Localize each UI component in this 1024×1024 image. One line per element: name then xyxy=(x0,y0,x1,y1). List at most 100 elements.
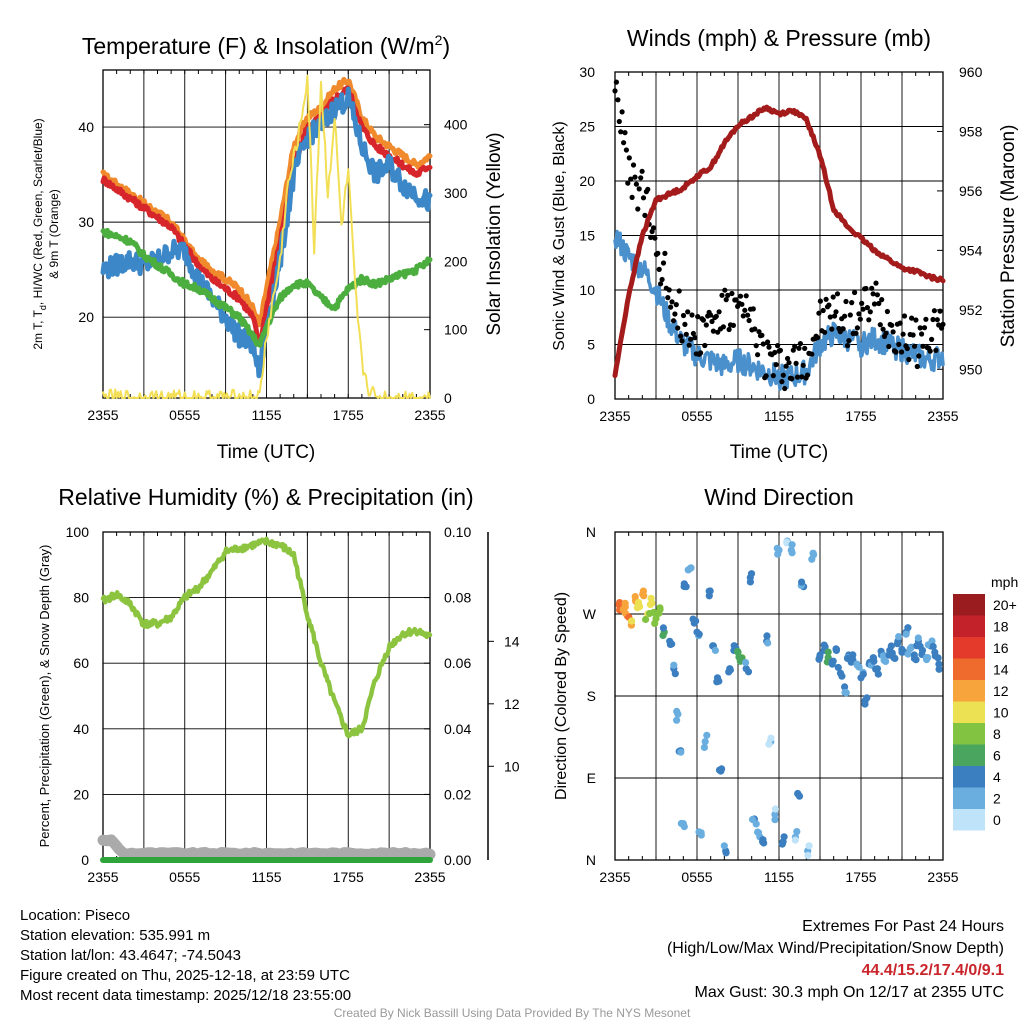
direction-point xyxy=(767,734,775,742)
credit-line: Created By Nick Bassill Using Data Provi… xyxy=(333,1006,691,1020)
gust-point xyxy=(910,332,916,338)
direction-point xyxy=(725,668,733,676)
direction-point xyxy=(639,587,648,595)
gust-point xyxy=(632,174,638,180)
gust-point xyxy=(763,373,769,379)
gust-points xyxy=(612,79,946,392)
gust-point xyxy=(934,317,940,323)
direction-point xyxy=(935,665,943,673)
series-line-relative-humidity xyxy=(100,536,433,739)
direction-point xyxy=(773,544,781,552)
gust-point xyxy=(921,325,928,331)
gust-point xyxy=(793,360,799,366)
direction-point xyxy=(774,550,782,558)
legend-label: 2 xyxy=(993,791,1001,807)
series-line-solar-insolation xyxy=(102,74,431,399)
gust-point xyxy=(636,186,642,192)
gust-point xyxy=(625,180,631,186)
gust-point xyxy=(871,301,878,307)
extremes-panel: Extremes For Past 24 Hours (High/Low/Max… xyxy=(667,916,1004,1004)
direction-point xyxy=(910,654,919,663)
y2-tick-label: 0.00 xyxy=(444,852,471,868)
gust-point xyxy=(713,313,719,319)
gust-point xyxy=(897,320,903,326)
y-axis-label: Percent, Precipitation (Green), & Snow D… xyxy=(37,545,52,848)
gust-point xyxy=(914,363,920,370)
direction-point xyxy=(646,601,655,609)
x-tick-label: 2355 xyxy=(927,408,958,424)
legend-label: 12 xyxy=(993,683,1009,699)
station-location: Location: Piseco xyxy=(20,907,131,924)
gust-point xyxy=(829,326,835,332)
gust-point xyxy=(678,333,684,339)
gust-point xyxy=(830,294,836,300)
gust-point xyxy=(832,313,838,319)
y-axis-label: 2m T, Td, HI/WC (Red, Green, Scarlet/Blu… xyxy=(31,118,48,349)
direction-point xyxy=(861,700,869,708)
direction-point xyxy=(928,637,936,645)
y-tick-label: 10 xyxy=(579,282,595,298)
gust-point xyxy=(886,343,892,350)
gust-point xyxy=(917,325,923,331)
y2-tick-label: 954 xyxy=(959,242,983,258)
y2-tick-label: 956 xyxy=(959,183,983,199)
gust-point xyxy=(720,324,727,330)
gust-point xyxy=(755,352,761,358)
direction-point xyxy=(929,642,937,651)
direction-point xyxy=(922,654,931,662)
gust-point xyxy=(675,325,681,331)
gust-point xyxy=(869,285,875,291)
gust-point xyxy=(742,307,748,313)
direction-point xyxy=(670,661,678,669)
y2-tick-label: 0.02 xyxy=(444,786,471,802)
x-tick-label: 0555 xyxy=(681,869,712,885)
legend-swatch xyxy=(953,766,985,788)
legend-label: 18 xyxy=(993,619,1009,635)
legend-label: 14 xyxy=(993,662,1009,678)
gust-point xyxy=(730,322,737,328)
direction-point xyxy=(747,570,756,578)
direction-point xyxy=(794,790,802,798)
gust-point xyxy=(723,297,729,303)
gust-point xyxy=(913,317,919,323)
gust-point xyxy=(766,344,772,350)
direction-point xyxy=(695,630,703,638)
series-line-station-pressure xyxy=(612,104,946,379)
y3-tick-label: 12 xyxy=(504,696,520,712)
direction-point xyxy=(651,619,659,628)
gust-point xyxy=(658,281,664,287)
gust-point xyxy=(940,321,946,327)
y-tick-label: 5 xyxy=(587,337,595,353)
gust-point xyxy=(642,212,648,218)
gust-point xyxy=(669,299,675,305)
direction-point xyxy=(659,631,667,640)
y2-tick-label: 950 xyxy=(959,361,983,377)
legend-swatch xyxy=(953,787,985,809)
gust-point xyxy=(773,362,779,368)
gust-point xyxy=(753,343,759,349)
gust-point xyxy=(652,235,658,241)
gust-point xyxy=(689,312,695,318)
direction-point xyxy=(752,820,760,828)
gust-point xyxy=(622,130,628,136)
direction-point xyxy=(780,833,788,841)
y-tick-label: 80 xyxy=(73,590,89,606)
station-elevation: Station elevation: 535.991 m xyxy=(20,927,211,944)
chart-title: Temperature (F) & Insolation (W/m2) xyxy=(82,32,450,59)
speed-legend: mph 20+ 18 16 14 12 10 8 6 4 2 0 xyxy=(953,574,1018,831)
direction-point xyxy=(771,805,780,813)
gust-point xyxy=(635,206,641,212)
legend-swatch xyxy=(953,680,985,702)
direction-point xyxy=(788,541,796,549)
x-axis-label: Time (UTC) xyxy=(217,442,316,463)
gust-point xyxy=(682,321,688,327)
gust-point xyxy=(799,374,805,380)
gust-point xyxy=(909,315,915,321)
gust-point xyxy=(688,336,694,342)
legend-title: mph xyxy=(991,574,1018,590)
gust-point xyxy=(797,341,804,347)
y-tick-label: E xyxy=(587,770,596,786)
gust-point xyxy=(700,317,707,323)
max-gust: Max Gust: 30.3 mph On 12/17 at 2355 UTC xyxy=(694,984,1005,1001)
